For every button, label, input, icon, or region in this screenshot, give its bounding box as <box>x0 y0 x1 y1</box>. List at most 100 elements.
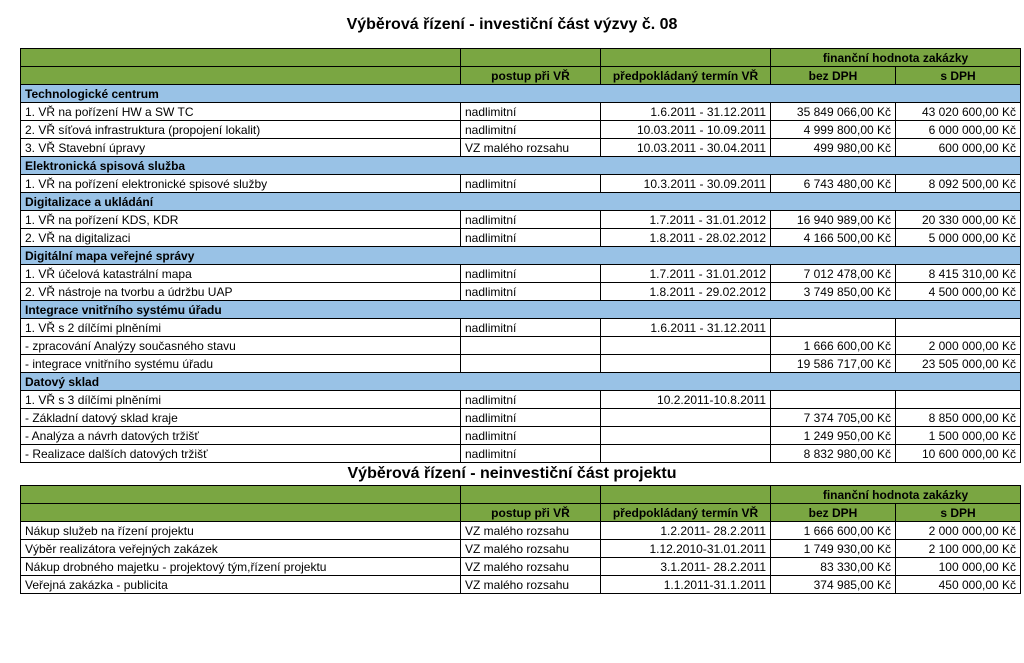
cell-term: 1.7.2011 - 31.01.2012 <box>601 211 771 229</box>
hdr-bez: bez DPH <box>771 67 896 85</box>
header-row-2: postup při VŘ předpokládaný termín VŘ be… <box>21 67 1021 85</box>
cell-proc: nadlimitní <box>461 175 601 193</box>
cell-bez: 6 743 480,00 Kč <box>771 175 896 193</box>
header-row-1: finanční hodnota zakázky <box>21 49 1021 67</box>
table-row: Datový sklad <box>21 373 1021 391</box>
cell-desc: Nákup služeb na řízení projektu <box>21 522 461 540</box>
section-header: Technologické centrum <box>21 85 1021 103</box>
hdr2-blank-1 <box>21 486 461 504</box>
cell-s: 4 500 000,00 Kč <box>896 283 1021 301</box>
cell-bez: 1 666 600,00 Kč <box>771 337 896 355</box>
table-row: 2. VŘ nástroje na tvorbu a údržbu UAPnad… <box>21 283 1021 301</box>
cell-bez: 1 249 950,00 Kč <box>771 427 896 445</box>
table-row: - Realizace dalších datových tržišťnadli… <box>21 445 1021 463</box>
cell-proc: VZ malého rozsahu <box>461 139 601 157</box>
cell-bez: 4 999 800,00 Kč <box>771 121 896 139</box>
cell-term <box>601 409 771 427</box>
cell-proc <box>461 337 601 355</box>
cell-s: 450 000,00 Kč <box>896 576 1021 594</box>
table-row: 2. VŘ síťová infrastruktura (propojení l… <box>21 121 1021 139</box>
cell-s: 43 020 600,00 Kč <box>896 103 1021 121</box>
cell-s: 2 100 000,00 Kč <box>896 540 1021 558</box>
cell-s <box>896 319 1021 337</box>
cell-desc: - zpracování Analýzy současného stavu <box>21 337 461 355</box>
cell-s: 2 000 000,00 Kč <box>896 522 1021 540</box>
section-header: Datový sklad <box>21 373 1021 391</box>
table-row: Elektronická spisová služba <box>21 157 1021 175</box>
table-noninvestment: finanční hodnota zakázky postup při VŘ p… <box>20 485 1021 594</box>
hdr-blank-1 <box>21 49 461 67</box>
cell-desc: Veřejná zakázka - publicita <box>21 576 461 594</box>
page: Výběrová řízení - investiční část výzvy … <box>0 0 1024 604</box>
cell-s <box>896 391 1021 409</box>
table-row: 1. VŘ na pořízení HW a SW TCnadlimitní1.… <box>21 103 1021 121</box>
table-row: Výběr realizátora veřejných zakázekVZ ma… <box>21 540 1021 558</box>
cell-s: 5 000 000,00 Kč <box>896 229 1021 247</box>
cell-proc: nadlimitní <box>461 229 601 247</box>
cell-term <box>601 445 771 463</box>
cell-desc: - integrace vnitřního systému úřadu <box>21 355 461 373</box>
table-row: 1. VŘ na pořízení elektronické spisové s… <box>21 175 1021 193</box>
cell-term: 1.6.2011 - 31.12.2011 <box>601 103 771 121</box>
cell-desc: 1. VŘ s 3 dílčími plněními <box>21 391 461 409</box>
cell-bez <box>771 319 896 337</box>
cell-desc: 3. VŘ Stavební úpravy <box>21 139 461 157</box>
cell-proc: nadlimitní <box>461 445 601 463</box>
cell-term: 1.7.2011 - 31.01.2012 <box>601 265 771 283</box>
hdr2-fin-group: finanční hodnota zakázky <box>771 486 1021 504</box>
hdr-term: předpokládaný termín VŘ <box>601 67 771 85</box>
cell-proc: nadlimitní <box>461 211 601 229</box>
hdr2-blank-3 <box>601 486 771 504</box>
cell-desc: 1. VŘ s 2 dílčími plněními <box>21 319 461 337</box>
cell-s: 8 092 500,00 Kč <box>896 175 1021 193</box>
table-row: 3. VŘ Stavební úpravyVZ malého rozsahu10… <box>21 139 1021 157</box>
hdr-blank-2 <box>461 49 601 67</box>
section-header: Digitální mapa veřejné správy <box>21 247 1021 265</box>
cell-desc: 1. VŘ účelová katastrální mapa <box>21 265 461 283</box>
hdr2-s: s DPH <box>896 504 1021 522</box>
table-row: - Základní datový sklad krajenadlimitní 7… <box>21 409 1021 427</box>
cell-term: 1.6.2011 - 31.12.2011 <box>601 319 771 337</box>
cell-term <box>601 355 771 373</box>
hdr2-bez: bez DPH <box>771 504 896 522</box>
cell-bez <box>771 391 896 409</box>
cell-proc: nadlimitní <box>461 409 601 427</box>
table-row: - Analýza a návrh datových tržišťnadlimi… <box>21 427 1021 445</box>
hdr-desc <box>21 67 461 85</box>
cell-proc: nadlimitní <box>461 121 601 139</box>
cell-proc: VZ malého rozsahu <box>461 540 601 558</box>
cell-s: 2 000 000,00 Kč <box>896 337 1021 355</box>
cell-proc: nadlimitní <box>461 427 601 445</box>
cell-proc: VZ malého rozsahu <box>461 522 601 540</box>
cell-bez: 35 849 066,00 Kč <box>771 103 896 121</box>
section-header: Digitalizace a ukládání <box>21 193 1021 211</box>
hdr-s: s DPH <box>896 67 1021 85</box>
cell-bez: 7 374 705,00 Kč <box>771 409 896 427</box>
cell-desc: 2. VŘ na digitalizaci <box>21 229 461 247</box>
cell-term: 3.1.2011- 28.2.2011 <box>601 558 771 576</box>
title-2: Výběrová řízení - neinvestiční část proj… <box>20 463 1004 485</box>
cell-term: 10.3.2011 - 30.09.2011 <box>601 175 771 193</box>
table-row: Nákup služeb na řízení projektuVZ malého… <box>21 522 1021 540</box>
cell-bez: 83 330,00 Kč <box>771 558 896 576</box>
cell-term: 1.8.2011 - 29.02.2012 <box>601 283 771 301</box>
header2-row-1: finanční hodnota zakázky <box>21 486 1021 504</box>
cell-s: 6 000 000,00 Kč <box>896 121 1021 139</box>
cell-bez: 4 166 500,00 Kč <box>771 229 896 247</box>
cell-desc: 1. VŘ na pořízení elektronické spisové s… <box>21 175 461 193</box>
table-row: Digitální mapa veřejné správy <box>21 247 1021 265</box>
cell-desc: 2. VŘ síťová infrastruktura (propojení l… <box>21 121 461 139</box>
cell-term: 10.03.2011 - 30.04.2011 <box>601 139 771 157</box>
cell-proc: nadlimitní <box>461 391 601 409</box>
cell-term: 1.1.2011-31.1.2011 <box>601 576 771 594</box>
table-row: 1. VŘ účelová katastrální mapanadlimitní… <box>21 265 1021 283</box>
cell-s: 100 000,00 Kč <box>896 558 1021 576</box>
cell-s: 23 505 000,00 Kč <box>896 355 1021 373</box>
hdr2-blank-2 <box>461 486 601 504</box>
cell-desc: - Základní datový sklad kraje <box>21 409 461 427</box>
cell-desc: 1. VŘ na pořízení HW a SW TC <box>21 103 461 121</box>
cell-s: 1 500 000,00 Kč <box>896 427 1021 445</box>
cell-bez: 1 666 600,00 Kč <box>771 522 896 540</box>
cell-term: 10.2.2011-10.8.2011 <box>601 391 771 409</box>
cell-term <box>601 337 771 355</box>
